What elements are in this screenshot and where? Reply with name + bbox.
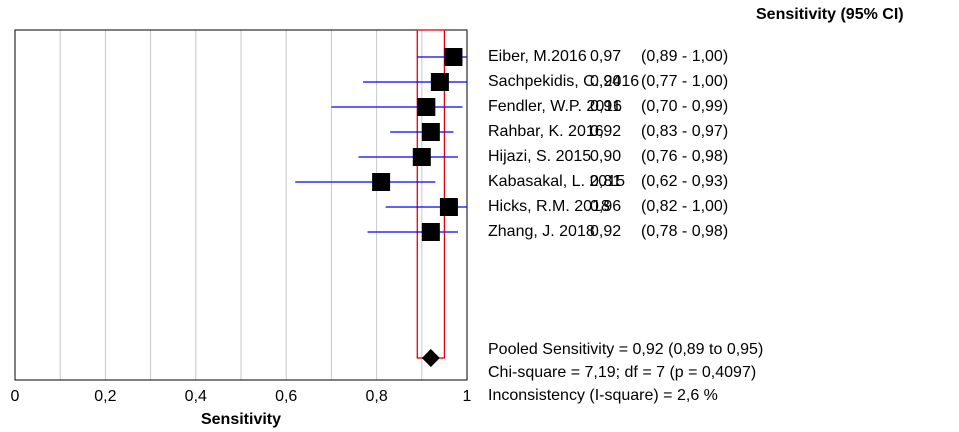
ci-label: (0,76 - 0,98) <box>641 148 728 165</box>
study-name: Zhang, J. 2018 <box>488 223 595 240</box>
study-name: Hicks, R.M. 2018 <box>488 198 610 215</box>
estimate-marker <box>439 198 458 216</box>
estimate-marker <box>412 148 431 166</box>
study-name: Eiber, M.2016 <box>488 48 587 65</box>
study-name: Hijazi, S. 2015 <box>488 148 591 165</box>
value-label: 0,96 <box>590 198 621 215</box>
ci-label: (0,83 - 0,97) <box>641 123 728 140</box>
value-label: 0,92 <box>590 223 621 240</box>
annotation: Chi-square = 7,19; df = 7 (p = 0,4097) <box>488 364 756 381</box>
ci-label: (0,89 - 1,00) <box>641 48 728 65</box>
value-label: 0,90 <box>590 148 621 165</box>
study-name: Rahbar, K. 2016 <box>488 123 604 140</box>
estimate-marker <box>421 223 440 241</box>
x-axis-label: Sensitivity <box>201 411 281 428</box>
x-tick-label: 1 <box>463 388 472 405</box>
value-label: 0,97 <box>590 48 621 65</box>
value-label: 0,81 <box>590 173 621 190</box>
annotation: Inconsistency (I-square) = 2,6 % <box>488 387 718 404</box>
estimate-marker <box>430 73 449 91</box>
estimate-marker <box>444 48 463 66</box>
x-tick-label: 0,6 <box>275 388 297 405</box>
estimate-marker <box>421 123 440 141</box>
estimate-marker <box>372 173 391 191</box>
study-name: Sachpekidis, C. 2016 <box>488 73 639 90</box>
x-tick-label: 0 <box>11 388 20 405</box>
x-tick-label: 0,8 <box>365 388 387 405</box>
annotation: Pooled Sensitivity = 0,92 (0,89 to 0,95) <box>488 341 763 358</box>
column-header: Sensitivity (95% CI) <box>756 6 904 23</box>
ci-label: (0,62 - 0,93) <box>641 173 728 190</box>
study-name: Kabasakal, L. 2015 <box>488 173 625 190</box>
value-label: 0,91 <box>590 98 621 115</box>
estimate-marker <box>417 98 436 116</box>
ci-label: (0,77 - 1,00) <box>641 73 728 90</box>
ci-label: (0,82 - 1,00) <box>641 198 728 215</box>
value-label: 0,92 <box>590 123 621 140</box>
value-label: 0,94 <box>590 73 621 90</box>
x-tick-label: 0,4 <box>185 388 207 405</box>
ci-label: (0,78 - 0,98) <box>641 223 728 240</box>
ci-label: (0,70 - 0,99) <box>641 98 728 115</box>
plot-frame <box>14 29 468 381</box>
pooled-diamond <box>421 349 440 367</box>
study-name: Fendler, W.P. 2016 <box>488 98 622 115</box>
x-tick-label: 0,2 <box>94 388 116 405</box>
